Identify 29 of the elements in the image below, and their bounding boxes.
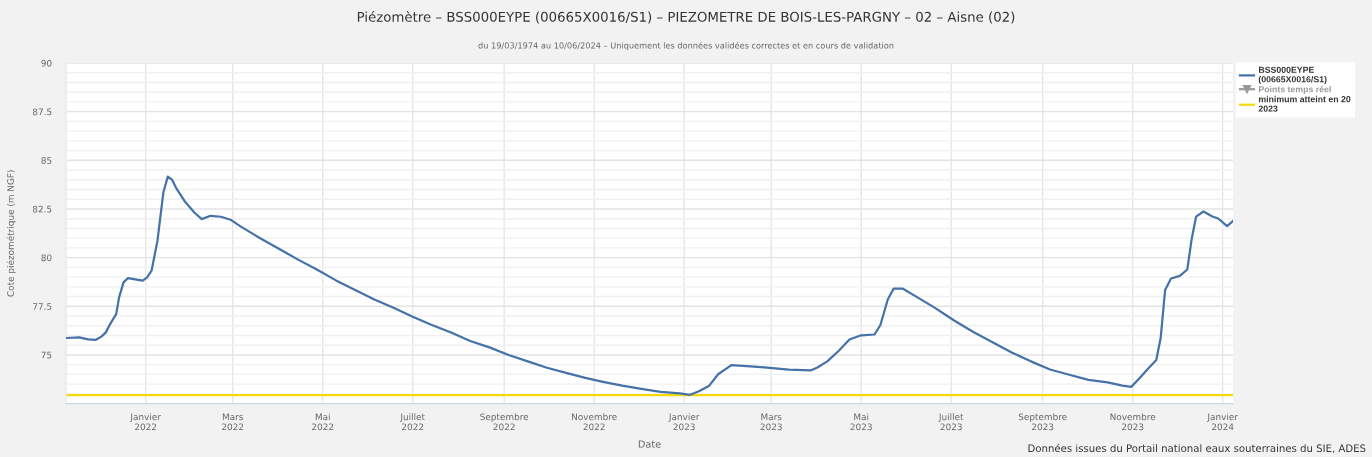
- chart-title: Piézomètre – BSS000EYPE (00665X0016/S1) – PIEZOMETRE DE BOIS-LES-PARGNY – 02 – Aisne (02): [357, 11, 1015, 24]
- legend-label: minimum atteint en 20 2023: [1258, 95, 1351, 112]
- x-tick-label: Septembre 2023: [1018, 413, 1067, 431]
- x-tick-label: Janvier 2022: [129, 413, 161, 431]
- x-tick-label: Juillet 2022: [399, 413, 425, 431]
- x-tick-label: Juillet 2023: [938, 413, 964, 431]
- y-tick-label: 80: [41, 254, 52, 262]
- y-tick-label: 87.5: [32, 108, 52, 116]
- y-tick-label: 77.5: [33, 303, 52, 310]
- x-tick-label: Mars 2023: [760, 413, 782, 431]
- legend-label: BSS000EYPE (00665X0016/S1): [1258, 66, 1327, 85]
- x-tick-label: Janvier 2024: [1206, 413, 1238, 431]
- y-tick-label: 82.5: [32, 205, 52, 213]
- line-series: [66, 175, 1233, 396]
- x-tick-label: Mai 2023: [850, 413, 872, 431]
- y-tick-label: 75: [41, 351, 52, 359]
- y-tick-label: 90: [41, 59, 52, 67]
- x-tick-label: Janvier 2023: [668, 413, 700, 431]
- legend-label: Points temps réel: [1258, 85, 1331, 95]
- x-axis-title: Date: [638, 440, 661, 448]
- x-tick-label: Novembre 2022: [572, 413, 617, 431]
- x-tick-label: Mars 2022: [222, 413, 244, 431]
- x-tick-label: Novembre 2023: [1110, 413, 1156, 431]
- y-tick-label: 85: [41, 157, 52, 164]
- x-tick-label: Mai 2022: [312, 413, 334, 431]
- y-axis-title: Cote piézométrique (m NGF): [6, 170, 16, 297]
- chart-subtitle: du 19/03/1974 au 10/06/2024 – Uniquement les données validées correctes et en cours de validation: [478, 41, 894, 51]
- text: Données issues du Portail national eaux souterraines du SIE, ADES: [1028, 443, 1366, 454]
- x-tick-label: Septembre 2022: [480, 413, 529, 431]
